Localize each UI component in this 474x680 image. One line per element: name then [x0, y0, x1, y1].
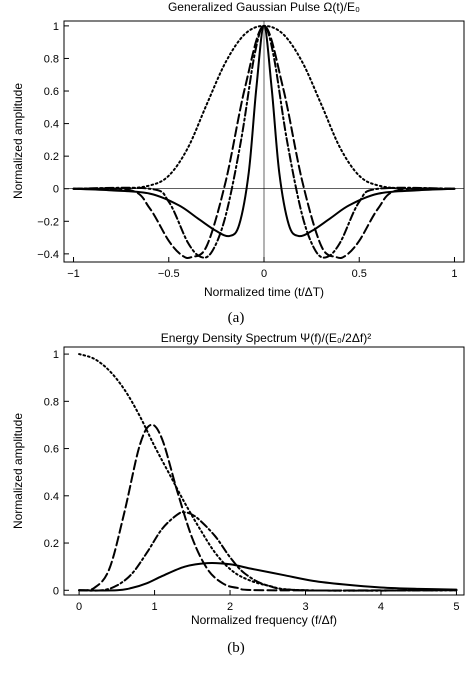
x-axis-label: Normalized frequency (f/Δf) — [191, 613, 337, 627]
x-tick-label: 3 — [302, 601, 308, 613]
y-tick-label: 0 — [53, 585, 59, 597]
y-tick-label: 0 — [53, 184, 59, 196]
series-layer — [72, 24, 456, 260]
y-tick-label: 0.2 — [44, 538, 59, 550]
x-tick-label: 0 — [76, 601, 82, 613]
y-tick-label: 0.8 — [44, 396, 59, 408]
series-line-solid — [72, 24, 456, 238]
series-line-dotted — [78, 353, 458, 592]
series-line-dashed — [78, 423, 458, 592]
series-layer — [78, 353, 458, 592]
y-axis-label: Normalized amplitude — [11, 413, 25, 529]
y-tick-label: 0.4 — [44, 119, 59, 131]
panel-caption: (b) — [227, 640, 245, 656]
chart-title: Energy Density Spectrum Ψ(f)/(E₀/2Δf)² — [161, 331, 371, 345]
x-tick-label: 4 — [378, 601, 384, 613]
y-tick-label: 1 — [53, 21, 59, 33]
panel-caption: (a) — [228, 310, 245, 326]
reference-lines — [64, 21, 464, 262]
panel-b: Energy Density Spectrum Ψ(f)/(E₀/2Δf)² 0… — [11, 331, 465, 656]
y-tick-label: 1 — [53, 349, 59, 361]
y-tick-label: 0.6 — [44, 444, 59, 456]
x-tick-label: −0.5 — [158, 268, 180, 280]
x-axis-ticks: 0 1 2 3 4 5 — [76, 590, 460, 613]
x-tick-label: 1 — [152, 601, 158, 613]
y-axis-ticks: −0.4 −0.2 0 0.2 0.4 0.6 0.8 1 — [37, 21, 69, 261]
x-axis-ticks: −1 −0.5 0 0.5 1 — [67, 257, 458, 280]
plot-area: −1 −0.5 0 0.5 1 −0.4 −0.2 0 0.2 0.4 0.6 0.8 1 — [37, 20, 465, 280]
x-tick-label: −1 — [67, 268, 80, 280]
panel-a: Generalized Gaussian Pulse Ω(t)/E₀ −1 −0.… — [11, 0, 465, 326]
y-tick-label: −0.2 — [37, 216, 59, 228]
series-line-dashed — [72, 24, 456, 260]
chart-title: Generalized Gaussian Pulse Ω(t)/E₀ — [168, 0, 360, 14]
x-tick-label: 2 — [227, 601, 233, 613]
x-tick-label: 0 — [261, 268, 267, 280]
y-tick-label: 0.4 — [44, 491, 59, 503]
y-tick-label: 0.6 — [44, 86, 59, 98]
x-tick-label: 1 — [451, 268, 457, 280]
y-tick-label: 0.2 — [44, 151, 59, 163]
y-tick-label: 0.8 — [44, 53, 59, 65]
series-line-dash-dot — [78, 511, 458, 592]
x-axis-label: Normalized time (t/ΔT) — [204, 285, 324, 299]
x-tick-label: 0.5 — [352, 268, 367, 280]
series-line-solid — [78, 561, 458, 592]
y-axis-ticks: 0 0.2 0.4 0.6 0.8 1 — [44, 349, 69, 597]
x-tick-label: 5 — [453, 601, 459, 613]
plot-area: 0 1 2 3 4 5 0 0.2 0.4 0.6 0.8 1 — [44, 346, 465, 613]
plot-frame — [63, 346, 465, 596]
y-axis-label: Normalized amplitude — [11, 83, 25, 199]
y-tick-label: −0.4 — [37, 249, 59, 261]
